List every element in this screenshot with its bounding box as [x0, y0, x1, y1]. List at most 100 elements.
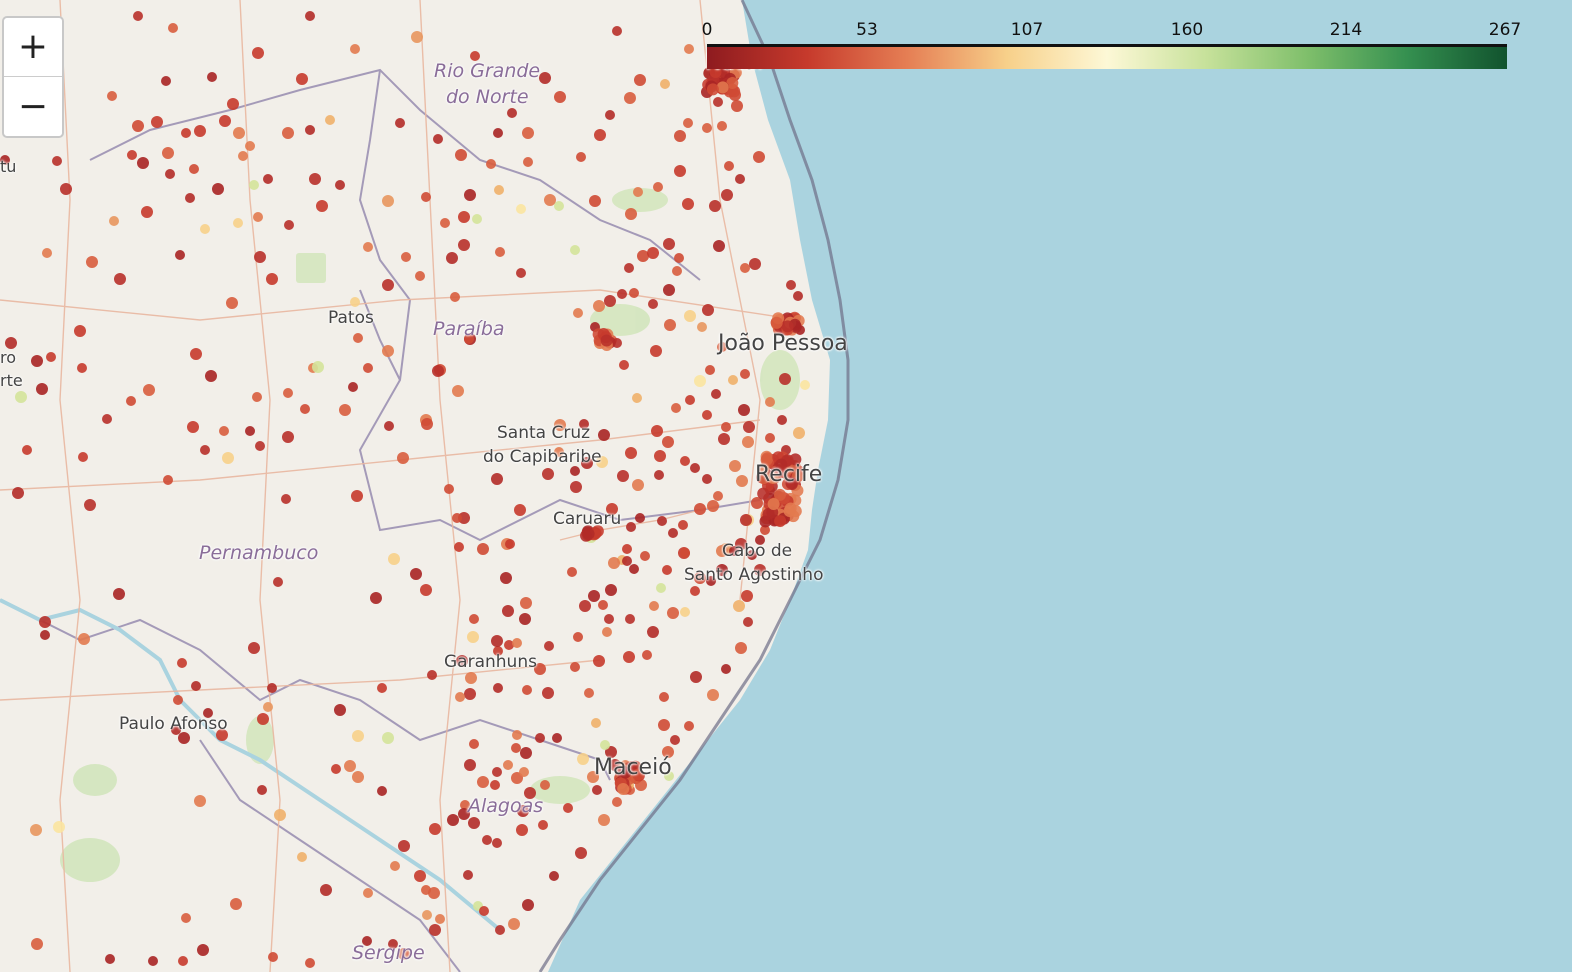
data-point[interactable] [219, 426, 229, 436]
data-point[interactable] [761, 452, 774, 465]
data-point[interactable] [640, 551, 650, 561]
data-point[interactable] [133, 11, 143, 21]
data-point[interactable] [181, 913, 191, 923]
data-point[interactable] [305, 125, 315, 135]
data-point[interactable] [539, 72, 551, 84]
data-point[interactable] [382, 195, 394, 207]
data-point[interactable] [31, 355, 43, 367]
data-point[interactable] [398, 840, 410, 852]
data-point[interactable] [463, 870, 473, 880]
data-point[interactable] [680, 456, 690, 466]
data-point[interactable] [493, 128, 503, 138]
data-point[interactable] [542, 687, 554, 699]
data-point[interactable] [608, 557, 620, 569]
data-point[interactable] [749, 258, 761, 270]
data-point[interactable] [283, 388, 293, 398]
data-point[interactable] [680, 607, 690, 617]
data-point[interactable] [625, 208, 637, 220]
data-point[interactable] [544, 194, 556, 206]
data-point[interactable] [492, 838, 502, 848]
data-point[interactable] [507, 108, 517, 118]
data-point[interactable] [757, 463, 770, 476]
data-point[interactable] [570, 662, 580, 672]
data-point[interactable] [254, 251, 266, 263]
data-point[interactable] [751, 497, 763, 509]
data-point[interactable] [493, 683, 503, 693]
data-point[interactable] [659, 692, 669, 702]
data-point[interactable] [735, 538, 747, 550]
data-point[interactable] [205, 370, 217, 382]
data-point[interactable] [15, 391, 27, 403]
data-point[interactable] [151, 116, 163, 128]
data-point[interactable] [682, 198, 694, 210]
data-point[interactable] [194, 795, 206, 807]
data-point[interactable] [200, 445, 210, 455]
data-point[interactable] [305, 11, 315, 21]
data-point[interactable] [312, 361, 324, 373]
data-point[interactable] [549, 871, 559, 881]
data-point[interactable] [713, 491, 723, 501]
data-point[interactable] [786, 280, 796, 290]
data-point[interactable] [505, 539, 515, 549]
data-point[interactable] [741, 590, 753, 602]
data-point[interactable] [767, 497, 780, 510]
data-point[interactable] [711, 389, 721, 399]
data-point[interactable] [52, 156, 62, 166]
data-point[interactable] [40, 630, 50, 640]
data-point[interactable] [674, 130, 686, 142]
data-point[interactable] [634, 74, 646, 86]
data-point[interactable] [702, 410, 712, 420]
data-point[interactable] [331, 764, 341, 774]
data-point[interactable] [493, 646, 503, 656]
data-point[interactable] [602, 627, 612, 637]
data-point[interactable] [420, 584, 432, 596]
data-point[interactable] [297, 852, 307, 862]
data-point[interactable] [432, 365, 444, 377]
data-point[interactable] [126, 396, 136, 406]
data-point[interactable] [162, 147, 174, 159]
data-point[interactable] [517, 805, 529, 817]
data-point[interactable] [632, 479, 644, 491]
data-point[interactable] [477, 776, 489, 788]
data-point[interactable] [582, 528, 595, 541]
data-point[interactable] [662, 436, 674, 448]
data-point[interactable] [452, 513, 462, 523]
data-point[interactable] [31, 938, 43, 950]
data-point[interactable] [670, 735, 680, 745]
data-point[interactable] [685, 395, 695, 405]
data-point[interactable] [109, 216, 119, 226]
data-point[interactable] [60, 183, 72, 195]
data-point[interactable] [266, 273, 278, 285]
data-point[interactable] [635, 513, 645, 523]
data-point[interactable] [690, 463, 700, 473]
data-point[interactable] [629, 288, 639, 298]
data-point[interactable] [127, 150, 137, 160]
data-point[interactable] [491, 635, 503, 647]
data-point[interactable] [579, 419, 589, 429]
data-point[interactable] [542, 468, 554, 480]
data-point[interactable] [102, 414, 112, 424]
data-point[interactable] [282, 431, 294, 443]
data-point[interactable] [781, 320, 794, 333]
data-point[interactable] [363, 242, 373, 252]
data-point[interactable] [325, 115, 335, 125]
data-point[interactable] [141, 206, 153, 218]
data-point[interactable] [738, 404, 750, 416]
data-point[interactable] [705, 365, 715, 375]
data-point[interactable] [465, 672, 477, 684]
data-point[interactable] [554, 201, 564, 211]
data-point[interactable] [177, 658, 187, 668]
data-point[interactable] [446, 252, 458, 264]
data-point[interactable] [706, 576, 716, 586]
data-point[interactable] [216, 729, 228, 741]
data-point[interactable] [514, 504, 526, 516]
data-point[interactable] [168, 23, 178, 33]
data-point[interactable] [524, 787, 536, 799]
data-point[interactable] [554, 91, 566, 103]
data-point[interactable] [709, 200, 721, 212]
data-point[interactable] [469, 614, 479, 624]
data-point[interactable] [185, 193, 195, 203]
data-point[interactable] [570, 466, 580, 476]
data-point[interactable] [464, 759, 476, 771]
data-point[interactable] [282, 127, 294, 139]
